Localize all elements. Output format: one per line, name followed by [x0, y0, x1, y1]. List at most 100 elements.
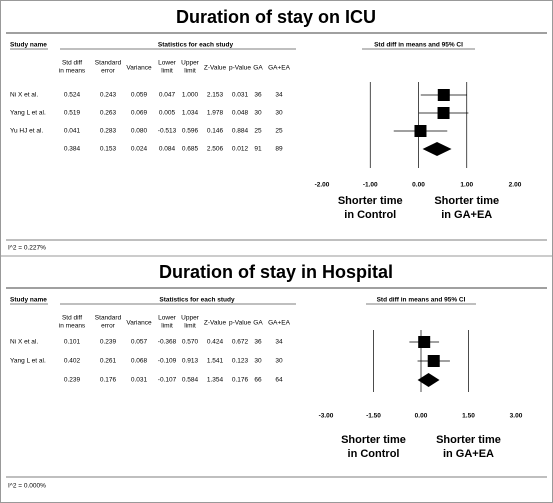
table-cell: 0.047 — [159, 92, 176, 99]
table-cell: 64 — [275, 377, 283, 384]
table-cell: 0.057 — [131, 339, 148, 346]
direction-label: Shorter time — [341, 434, 406, 446]
table-cell: 1.978 — [207, 110, 224, 117]
table-cell: 0.012 — [232, 146, 249, 153]
column-header: Upper — [181, 315, 200, 322]
column-header: Standard — [95, 60, 122, 67]
table-cell: 0.402 — [64, 358, 81, 365]
table-cell: 0.261 — [100, 358, 117, 365]
group-header: Statistics for each study — [158, 42, 234, 49]
table-cell: 34 — [275, 339, 283, 346]
table-cell: 0.519 — [64, 110, 81, 117]
x-tick-label: -1.50 — [366, 413, 381, 420]
x-tick-label: -2.00 — [315, 182, 330, 189]
table-cell: 25 — [254, 128, 262, 135]
table-cell: 0.596 — [182, 128, 199, 135]
table-cell: -0.368 — [158, 339, 177, 346]
column-header: Lower — [158, 60, 177, 67]
column-header: limit — [184, 323, 196, 330]
table-cell: 0.884 — [232, 128, 249, 135]
point-estimate — [427, 355, 440, 367]
column-header: Z-Value — [204, 65, 227, 72]
table-cell: -0.107 — [158, 377, 177, 384]
study-name: Yu HJ et al. — [10, 128, 43, 135]
x-tick-label: 0.00 — [412, 182, 425, 189]
table-cell: 0.570 — [182, 339, 199, 346]
column-header: Std diff — [62, 315, 82, 322]
study-name: Ni X et al. — [10, 339, 38, 346]
column-header: error — [101, 323, 116, 330]
column-header: GA+EA — [268, 65, 291, 72]
table-cell: 0.068 — [131, 358, 148, 365]
column-header: Variance — [126, 320, 152, 327]
table-cell: 0.913 — [182, 358, 199, 365]
study-name: Ni X et al. — [10, 92, 38, 99]
plot-header: Std diff in means and 95% CI — [377, 297, 466, 304]
table-cell: 1.000 — [182, 92, 199, 99]
table-cell: 30 — [275, 110, 283, 117]
column-header: limit — [161, 323, 173, 330]
column-header: Variance — [126, 65, 152, 72]
point-estimate — [414, 125, 427, 137]
table-cell: 0.243 — [100, 92, 117, 99]
table-cell: 0.263 — [100, 110, 117, 117]
panel-title: Duration of stay on ICU — [176, 7, 376, 27]
table-cell: 1.034 — [182, 110, 199, 117]
footnote: I^2 = 0.227% — [8, 245, 46, 252]
direction-label: Shorter time — [436, 434, 501, 446]
table-cell: 0.584 — [182, 377, 199, 384]
column-header: limit — [161, 68, 173, 75]
direction-label: in Control — [348, 448, 400, 460]
table-cell: 0.685 — [182, 146, 199, 153]
table-cell: 0.005 — [159, 110, 176, 117]
table-cell: 0.672 — [232, 339, 249, 346]
direction-label: in Control — [344, 209, 396, 221]
direction-label: in GA+EA — [443, 448, 494, 460]
table-cell: 0.123 — [232, 358, 249, 365]
table-cell: 30 — [254, 358, 262, 365]
plot-header: Std diff in means and 95% CI — [374, 42, 463, 49]
column-header: Z-Value — [204, 320, 227, 327]
table-cell: 0.031 — [232, 92, 249, 99]
table-cell: 0.048 — [232, 110, 249, 117]
table-cell: 0.424 — [207, 339, 224, 346]
table-cell: 0.239 — [64, 377, 81, 384]
table-cell: 1.354 — [207, 377, 224, 384]
table-cell: -0.109 — [158, 358, 177, 365]
x-tick-label: -3.00 — [319, 413, 334, 420]
x-tick-label: 1.50 — [462, 413, 475, 420]
column-header: p-Value — [229, 65, 251, 72]
x-tick-label: 2.00 — [509, 182, 522, 189]
column-header: GA — [253, 65, 263, 72]
x-tick-label: -1.00 — [363, 182, 378, 189]
table-cell: 0.024 — [131, 146, 148, 153]
column-header: p-Value — [229, 320, 251, 327]
summary-diamond — [417, 373, 440, 387]
table-cell: 1.541 — [207, 358, 224, 365]
table-cell: 0.069 — [131, 110, 148, 117]
table-cell: 30 — [254, 110, 262, 117]
table-cell: 89 — [275, 146, 283, 153]
column-header: GA — [253, 320, 263, 327]
direction-label: in GA+EA — [441, 209, 492, 221]
footnote: I^2 = 0.000% — [8, 483, 46, 490]
table-cell: -0.513 — [158, 128, 177, 135]
table-cell: 36 — [254, 339, 262, 346]
table-cell: 66 — [254, 377, 262, 384]
table-cell: 0.176 — [100, 377, 117, 384]
table-cell: 25 — [275, 128, 283, 135]
table-cell: 0.239 — [100, 339, 117, 346]
column-header: Upper — [181, 60, 200, 67]
table-cell: 0.059 — [131, 92, 148, 99]
x-tick-label: 1.00 — [460, 182, 473, 189]
column-header: error — [101, 68, 116, 75]
study-header: Study name — [10, 42, 47, 49]
table-cell: 0.153 — [100, 146, 117, 153]
study-header: Study name — [10, 297, 47, 304]
table-cell: 0.176 — [232, 377, 249, 384]
panel-title: Duration of stay in Hospital — [159, 262, 393, 282]
table-cell: 0.031 — [131, 377, 148, 384]
summary-diamond — [422, 142, 452, 156]
point-estimate — [418, 336, 431, 348]
